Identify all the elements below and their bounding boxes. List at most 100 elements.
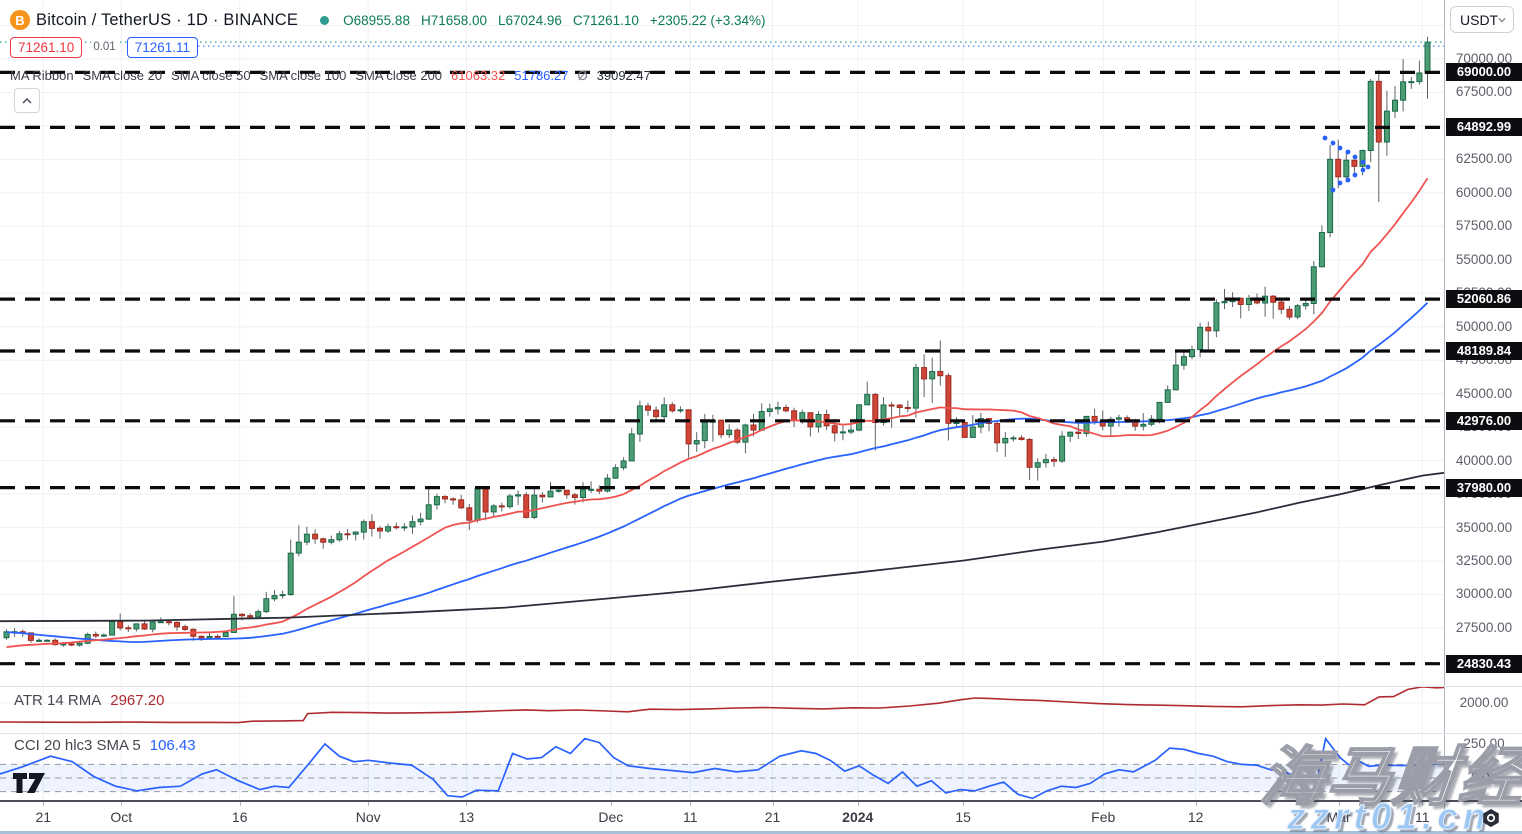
time-axis-label: Mar <box>1326 809 1351 825</box>
time-tick-mark <box>1103 802 1105 806</box>
time-tick-mark <box>368 802 370 806</box>
time-axis-separator <box>0 800 1522 802</box>
pane-separator[interactable] <box>0 733 1522 734</box>
atr-pane-legend[interactable]: ATR 14 RMA 2967.20 <box>14 692 164 709</box>
price-tick: 50000.00 <box>1455 318 1513 334</box>
price-level-badge[interactable]: 52060.86 <box>1446 290 1522 309</box>
time-tick-mark <box>1422 802 1424 806</box>
cci-label: CCI 20 hlc3 SMA 5 <box>14 737 141 754</box>
chevron-up-icon <box>22 97 32 104</box>
open-value: 68955.88 <box>353 12 410 28</box>
candles-layer <box>3 36 1431 647</box>
low-value: 67024.96 <box>505 12 562 28</box>
ma-ribbon-legend[interactable]: MA Ribbon SMA close 20 SMA close 50 SMA cl… <box>10 68 651 83</box>
price-tick: 30000.00 <box>1455 586 1513 602</box>
price-level-badge[interactable]: 48189.84 <box>1446 341 1522 360</box>
spread-value: 0.01 <box>91 41 118 53</box>
open-label: O <box>343 12 354 28</box>
nut-icon <box>1483 809 1499 827</box>
legend-values: 61063.32 51786.27 Ø 39092.47 <box>451 68 651 83</box>
time-axis-label: 2024 <box>842 809 874 825</box>
atr-tick: 2000.00 <box>1459 695 1509 710</box>
bitcoin-icon: B <box>10 10 30 30</box>
time-axis-label: 16 <box>231 809 248 825</box>
price-tick: 27500.00 <box>1455 619 1513 635</box>
main-chart-canvas[interactable] <box>0 0 1444 800</box>
cci-value: 106.43 <box>149 737 196 754</box>
price-level-badge[interactable]: 64892.99 <box>1446 118 1522 137</box>
ohlc-values: O68955.88 H71658.00 L67024.96 C71261.10 … <box>343 13 765 28</box>
legend-title: MA Ribbon <box>10 68 74 83</box>
time-tick-mark <box>772 802 774 806</box>
price-axis[interactable]: 70000.0067500.0065000.0062500.0060000.00… <box>1444 0 1522 834</box>
price-tick: 60000.00 <box>1455 184 1513 200</box>
pane-separator[interactable] <box>0 686 1522 687</box>
symbol-header: B Bitcoin / TetherUS · 1D · BINANCE O689… <box>10 8 766 32</box>
time-tick-mark <box>690 802 692 806</box>
price-tick: 32500.00 <box>1455 553 1513 568</box>
close-value: 71261.10 <box>582 12 639 28</box>
high-label: H <box>420 12 431 28</box>
price-tick: 35000.00 <box>1455 519 1513 535</box>
price-tick: 57500.00 <box>1455 218 1513 234</box>
time-axis-label: Dec <box>598 809 624 825</box>
time-tick-mark <box>857 802 859 806</box>
time-tick-mark <box>466 802 468 806</box>
sma50-line <box>6 302 1429 644</box>
price-level-badge[interactable]: 69000.00 <box>1446 63 1522 82</box>
time-axis-label: Nov <box>355 809 381 825</box>
currency-selector[interactable]: USDT <box>1450 6 1514 33</box>
sma200-line <box>0 471 1444 623</box>
legend-value: 61063.32 <box>451 68 506 83</box>
market-status-dot[interactable] <box>320 15 330 25</box>
time-axis-label: 11 <box>682 809 698 825</box>
close-label: C <box>572 12 583 28</box>
bid-price-badge[interactable]: 71261.10 <box>10 36 83 58</box>
sma20-line <box>6 177 1429 648</box>
cci-line <box>0 736 1444 800</box>
legend-param: SMA close 100 <box>259 68 347 83</box>
change-value: +2305.22 (+3.34%) <box>649 12 766 28</box>
legend-param: SMA close 20 <box>82 68 163 83</box>
time-tick-mark <box>1195 802 1197 806</box>
price-tick: 45000.00 <box>1455 385 1513 401</box>
low-label: L <box>498 12 506 28</box>
cci-pane-legend[interactable]: CCI 20 hlc3 SMA 5 106.43 <box>14 737 196 754</box>
bottom-border <box>0 831 1522 834</box>
atr-line <box>0 685 1444 724</box>
legend-value: 51786.27 <box>514 68 569 83</box>
time-tick-mark <box>963 802 965 806</box>
time-axis-label: 21 <box>764 809 781 825</box>
chevron-down-icon <box>1498 17 1506 23</box>
time-tick-mark <box>239 802 241 806</box>
legend-value: Ø <box>577 68 588 83</box>
tradingview-logo[interactable] <box>12 770 48 796</box>
time-axis[interactable]: 21 Oct 16 Nov 13 Dec 11 21 2024 15 Feb 12 Mar 11 <box>0 802 1522 832</box>
legend-param: SMA close 200 <box>355 68 443 83</box>
symbol-title[interactable]: Bitcoin / TetherUS · 1D · BINANCE <box>36 10 299 29</box>
price-level-badge[interactable]: 42976.00 <box>1446 411 1522 430</box>
price-tick: 40000.00 <box>1455 452 1513 468</box>
time-tick-mark <box>43 802 45 806</box>
legend-params: SMA close 20 SMA close 50 SMA close 100 SMA… <box>83 68 442 83</box>
currency-label: USDT <box>1460 11 1499 28</box>
time-axis-label: Oct <box>110 809 133 825</box>
ask-price-badge[interactable]: 71261.11 <box>126 36 199 58</box>
legend-param: SMA close 50 <box>171 68 251 83</box>
price-level-badge[interactable]: 37980.00 <box>1446 478 1522 497</box>
time-axis-label: 15 <box>955 809 971 825</box>
time-axis-label: 13 <box>458 809 475 825</box>
collapse-legend-button[interactable] <box>14 88 40 113</box>
price-tick: 62500.00 <box>1455 151 1513 167</box>
price-tick: 55000.00 <box>1455 251 1513 267</box>
price-tick: 67500.00 <box>1455 84 1513 100</box>
pattern-dots-layer <box>1322 135 1371 193</box>
high-value: 71658.00 <box>430 12 488 28</box>
time-axis-label: Feb <box>1091 809 1116 825</box>
time-tick-mark <box>121 802 123 806</box>
price-level-badge[interactable]: 24830.43 <box>1446 654 1522 673</box>
time-axis-label: 12 <box>1187 809 1204 825</box>
time-axis-label: 11 <box>1415 809 1430 825</box>
bid-ask-row: 71261.10 0.01 71261.11 <box>10 36 199 58</box>
